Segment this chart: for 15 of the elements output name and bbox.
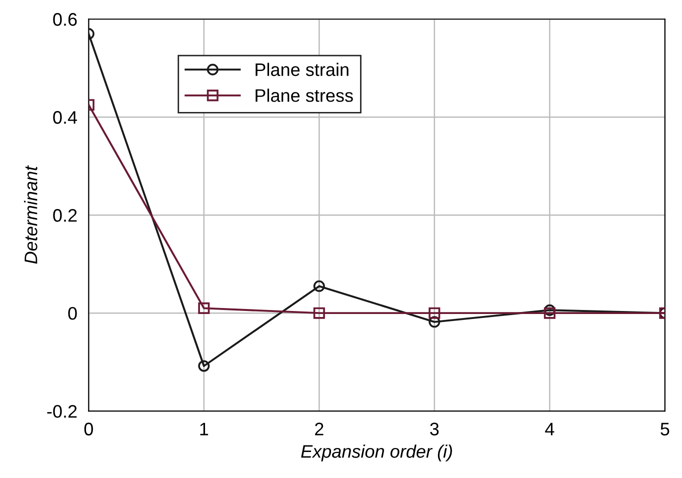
y-tick-label: -0.2 — [47, 405, 77, 418]
x-tick-label: 2 — [315, 422, 324, 436]
legend-label: Plane stress — [256, 88, 353, 102]
y-tick-label: 0.2 — [53, 209, 77, 222]
x-axis-title: Expansion order (i) — [301, 444, 452, 462]
y-tick-label: 0 — [68, 307, 77, 320]
x-tick-label: 4 — [545, 422, 554, 436]
legend-label: Plane strain — [256, 62, 348, 76]
x-tick-label: 3 — [430, 422, 439, 436]
y-tick-label: 0.4 — [53, 111, 78, 124]
x-tick-label: 5 — [660, 422, 670, 436]
y-axis-title: Determinant — [24, 165, 38, 264]
y-tick-label: 0.6 — [53, 13, 77, 26]
x-tick-label: 0 — [84, 422, 93, 436]
x-tick-label: 1 — [200, 422, 208, 436]
